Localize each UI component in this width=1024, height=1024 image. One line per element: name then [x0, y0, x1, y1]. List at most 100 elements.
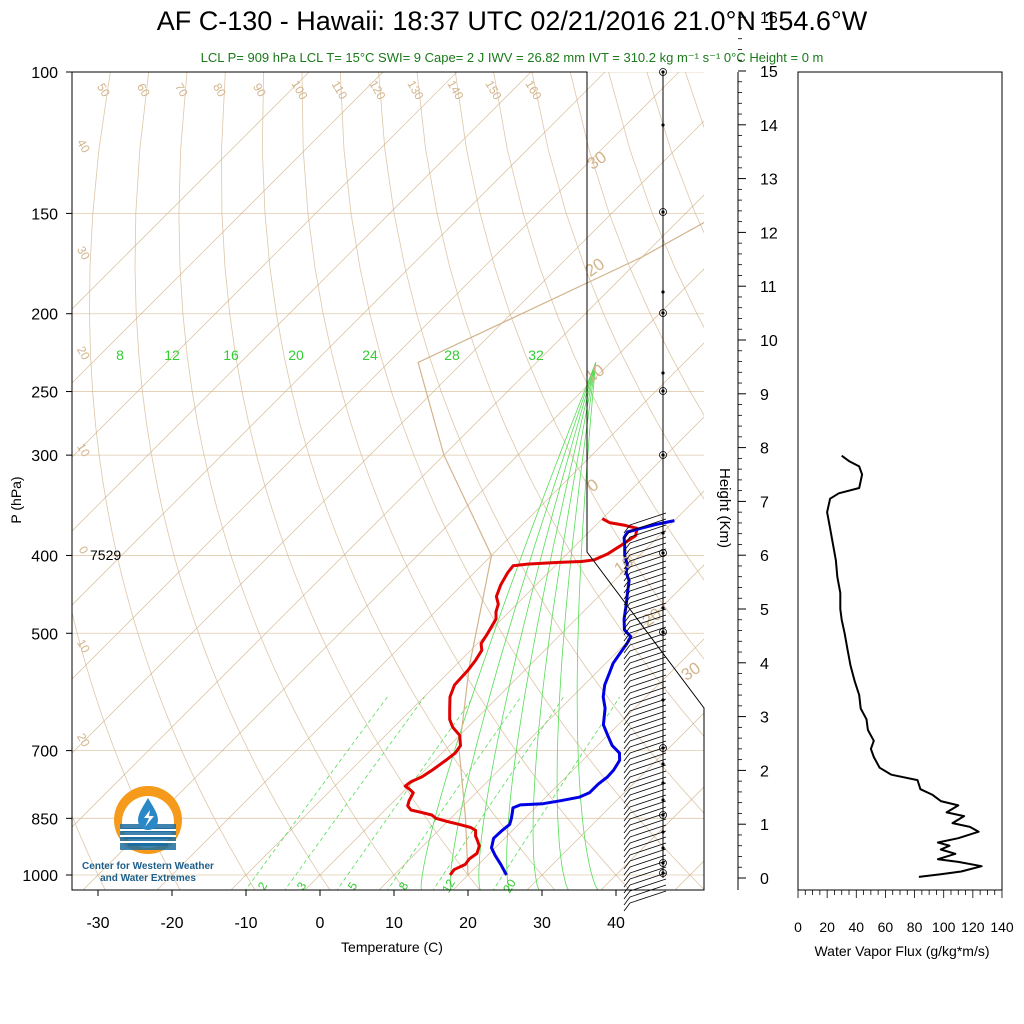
wind-barb	[623, 728, 667, 750]
dry-adiabat-line	[684, 72, 704, 129]
wind-barb	[623, 518, 667, 540]
dry-adiabat-line	[261, 72, 556, 890]
flux-x-tick-label: 100	[932, 919, 956, 935]
wind-level-dot	[661, 371, 665, 375]
wind-level-dot	[661, 630, 665, 634]
annotation-label: 7529	[90, 547, 121, 563]
isotherm-line	[72, 72, 310, 310]
flux-x-tick-label: 140	[990, 919, 1014, 935]
wind-level-dot	[661, 453, 665, 457]
calm-wind-circle	[659, 309, 667, 317]
wind-barb	[623, 818, 667, 840]
wind-barb	[623, 866, 667, 888]
skew-t-series	[403, 221, 704, 876]
dry-adiabat-label: 30	[74, 244, 93, 263]
mixing-ratio-line	[387, 696, 522, 890]
isotherm-line	[156, 342, 704, 890]
moist-adiabat-label: 28	[444, 347, 460, 363]
wind-barb	[623, 668, 667, 690]
height-tick-label: 13	[760, 172, 778, 189]
height-tick-label: 16	[760, 10, 778, 27]
dry-adiabat-line	[800, 72, 1024, 892]
dry-adiabat-line	[569, 72, 704, 416]
dry-adiabat-line	[72, 72, 181, 890]
wind-barb	[623, 800, 667, 822]
dry-adiabat-label: 0	[76, 544, 92, 557]
y-tick-label: 300	[31, 448, 58, 465]
isotherm-line	[72, 120, 704, 754]
wind-barb	[623, 878, 667, 900]
wind-barb	[623, 842, 667, 864]
wind-level-dot	[661, 290, 665, 294]
height-tick-label: 8	[760, 441, 769, 458]
wind-barb	[623, 734, 667, 756]
x-tick-label: -20	[160, 915, 183, 932]
logo-caption-line1: Center for Western Weather	[82, 861, 214, 872]
moist-adiabat-label: 12	[164, 347, 180, 363]
temperature-line	[403, 517, 639, 876]
calm-wind-circle	[659, 549, 667, 557]
isotherm-line	[82, 268, 704, 890]
isotherm-line	[72, 72, 384, 384]
height-tick-label: 6	[760, 548, 769, 565]
skew-t-frame	[71, 71, 705, 891]
height-tick-label: 1	[760, 817, 769, 834]
wind-barb	[623, 560, 667, 582]
moist-adiabat-line	[576, 362, 599, 890]
chart-title: AF C-130 - Hawaii: 18:37 UTC 02/21/2016 …	[156, 6, 868, 36]
moist-adiabat-label: 24	[362, 347, 378, 363]
wind-barb	[623, 674, 667, 696]
moist-adiabat-line	[420, 362, 597, 890]
y-tick-label: 700	[31, 744, 58, 761]
dry-adiabat-line	[416, 72, 704, 737]
wind-barb	[623, 752, 667, 774]
y-tick-label: 1000	[22, 868, 58, 885]
dry-adiabat-line	[72, 814, 106, 890]
isotherm-label: 30	[678, 658, 704, 684]
wind-barb	[623, 566, 667, 588]
dry-adiabat-line	[301, 72, 631, 890]
flux-x-axis-title: Water Vapor Flux (g/kg*m/s)	[814, 943, 989, 959]
height-tick-label: 2	[760, 763, 769, 780]
isotherm-line	[378, 564, 704, 890]
wind-barb	[623, 578, 667, 600]
isotherm-label: 30	[584, 147, 610, 173]
isotherm-line	[304, 490, 704, 890]
wind-barb	[623, 620, 667, 642]
moist-adiabat-label: 32	[528, 347, 544, 363]
parcel-path-line	[417, 221, 704, 876]
isotherm-line	[72, 72, 606, 606]
wind-barb	[623, 764, 667, 786]
isotherm-label: 0	[584, 475, 603, 496]
wind-barb	[623, 536, 667, 558]
wind-barb	[623, 644, 667, 666]
wind-barb	[623, 722, 667, 744]
calm-wind-circle	[659, 68, 667, 76]
height-tick-label: 12	[760, 225, 778, 242]
wind-barb	[623, 686, 667, 708]
wind-barb	[623, 524, 667, 546]
dry-adiabat-line	[134, 72, 331, 890]
wind-barb	[623, 650, 667, 672]
wind-barb-column	[623, 68, 667, 912]
dry-adiabat-label: 60	[134, 81, 153, 100]
wind-barb	[623, 836, 667, 858]
isotherm-line	[72, 72, 532, 532]
wind-barb	[623, 662, 667, 684]
calm-wind-circle	[659, 744, 667, 752]
wind-barb	[623, 812, 667, 834]
moist-adiabat-label: 20	[288, 347, 304, 363]
wind-barb	[623, 632, 667, 654]
height-tick-label: 9	[760, 387, 769, 404]
wind-barb	[623, 776, 667, 798]
flux-x-tick-label: 20	[819, 919, 835, 935]
dry-adiabat-label: 80	[210, 81, 229, 100]
dry-adiabat-line	[493, 72, 704, 581]
y-tick-label: 200	[31, 307, 58, 324]
dry-adiabat-label: 90	[250, 81, 269, 100]
x-tick-label: 20	[459, 915, 477, 932]
flux-x-tick-label: 80	[907, 919, 923, 935]
wind-barb	[623, 830, 667, 852]
y-tick-label: 500	[31, 626, 58, 643]
